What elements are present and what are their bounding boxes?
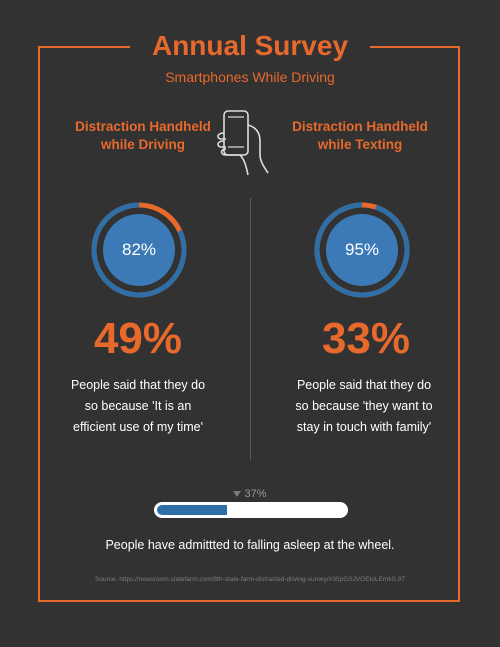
progress-bar-fill [157, 505, 227, 515]
left-column-title: Distraction Handheld while Driving [75, 119, 211, 152]
progress-label: 37% [0, 488, 500, 500]
right-ring-label: 95% [344, 240, 380, 259]
left-ring-center [103, 214, 175, 286]
triangle-down-icon [233, 491, 242, 498]
right-description: People said that they do so because 'the… [295, 378, 433, 434]
left-ring-chart [91, 202, 187, 298]
page-subtitle: Smartphones While Driving [165, 69, 335, 85]
right-ring-center [326, 214, 398, 286]
progress-value: 37% [244, 488, 267, 500]
right-column-title: Distraction Handheld while Texting [292, 119, 428, 152]
column-divider [250, 198, 251, 460]
progress-caption: People have admittted to falling asleep … [105, 538, 395, 552]
right-ring-chart [314, 202, 410, 298]
left-ring-arc [91, 202, 187, 298]
right-ring-arc [314, 202, 410, 298]
source-text: Source: https://newsroom.statefarm.com/8… [95, 576, 405, 583]
title-background [130, 30, 370, 70]
progress-bar [154, 502, 348, 518]
right-big-percentage: 33% [321, 314, 411, 363]
left-ring-label: 82% [121, 240, 157, 259]
page-title: Annual Survey [151, 30, 349, 61]
left-description: People said that they do so because 'It … [70, 378, 206, 434]
left-big-percentage: 49% [93, 314, 183, 363]
hand-holding-phone-icon [217, 110, 269, 176]
